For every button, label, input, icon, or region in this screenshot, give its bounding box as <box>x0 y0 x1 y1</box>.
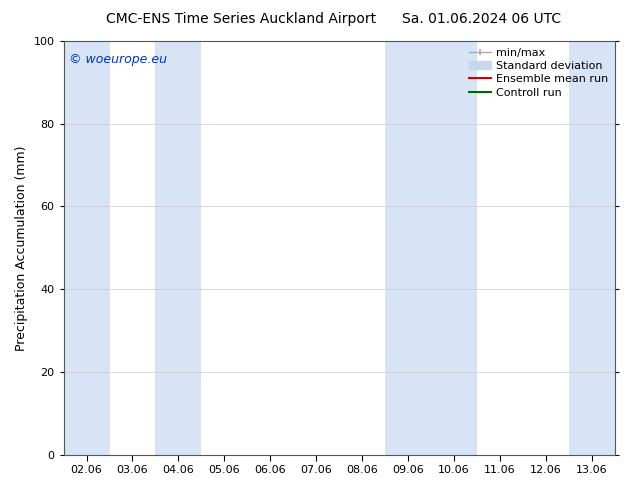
Bar <box>569 41 615 455</box>
Legend: min/max, Standard deviation, Ensemble mean run, Controll run: min/max, Standard deviation, Ensemble me… <box>465 43 612 102</box>
Bar <box>63 41 110 455</box>
Text: CMC-ENS Time Series Auckland Airport: CMC-ENS Time Series Auckland Airport <box>106 12 376 26</box>
Bar <box>155 41 202 455</box>
Y-axis label: Precipitation Accumulation (mm): Precipitation Accumulation (mm) <box>15 145 28 350</box>
Bar <box>385 41 477 455</box>
Text: Sa. 01.06.2024 06 UTC: Sa. 01.06.2024 06 UTC <box>403 12 561 26</box>
Text: © woeurope.eu: © woeurope.eu <box>69 53 167 67</box>
